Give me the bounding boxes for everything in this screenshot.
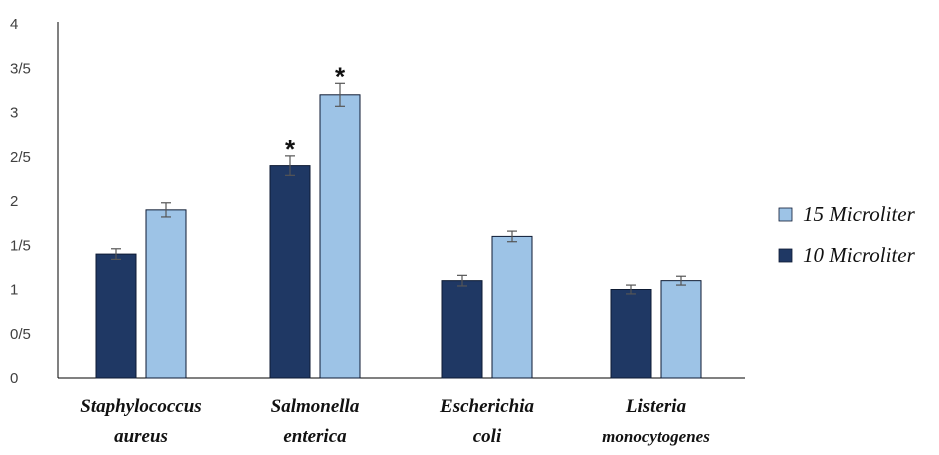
- legend-label: 10 Microliter: [803, 243, 916, 267]
- bar: [95, 253, 137, 379]
- bar: [491, 235, 533, 379]
- bar: [269, 165, 311, 379]
- y-tick-label: 2: [10, 193, 18, 210]
- y-tick-label: 0/5: [10, 326, 31, 343]
- y-tick-label: 2/5: [10, 149, 31, 166]
- bar: [610, 289, 652, 379]
- y-tick-label: 4: [10, 16, 18, 33]
- legend-label: 15 Microliter: [803, 202, 916, 226]
- significance-marker: *: [285, 134, 296, 164]
- y-tick-label: 3: [10, 105, 18, 122]
- y-tick-label: 1: [10, 282, 18, 299]
- bar: [660, 280, 702, 379]
- bar: [145, 209, 187, 379]
- x-category-label: monocytogenes: [602, 427, 710, 446]
- x-category-label: aureus: [114, 426, 168, 447]
- x-category-label: Escherichia: [439, 396, 534, 417]
- x-category-label: Listeria: [625, 396, 687, 417]
- bar: [441, 280, 483, 379]
- y-tick-label: 1/5: [10, 237, 31, 254]
- x-category-label: enterica: [283, 426, 347, 447]
- bar: [319, 94, 361, 379]
- x-category-label: Staphylococcus: [80, 396, 201, 417]
- legend-swatch: [778, 248, 793, 263]
- significance-marker: *: [335, 61, 346, 91]
- x-category-label: coli: [473, 426, 502, 447]
- y-tick-label: 3/5: [10, 60, 31, 77]
- y-tick-label: 0: [10, 370, 18, 387]
- legend-swatch: [778, 207, 793, 222]
- x-category-label: Salmonella: [271, 396, 360, 417]
